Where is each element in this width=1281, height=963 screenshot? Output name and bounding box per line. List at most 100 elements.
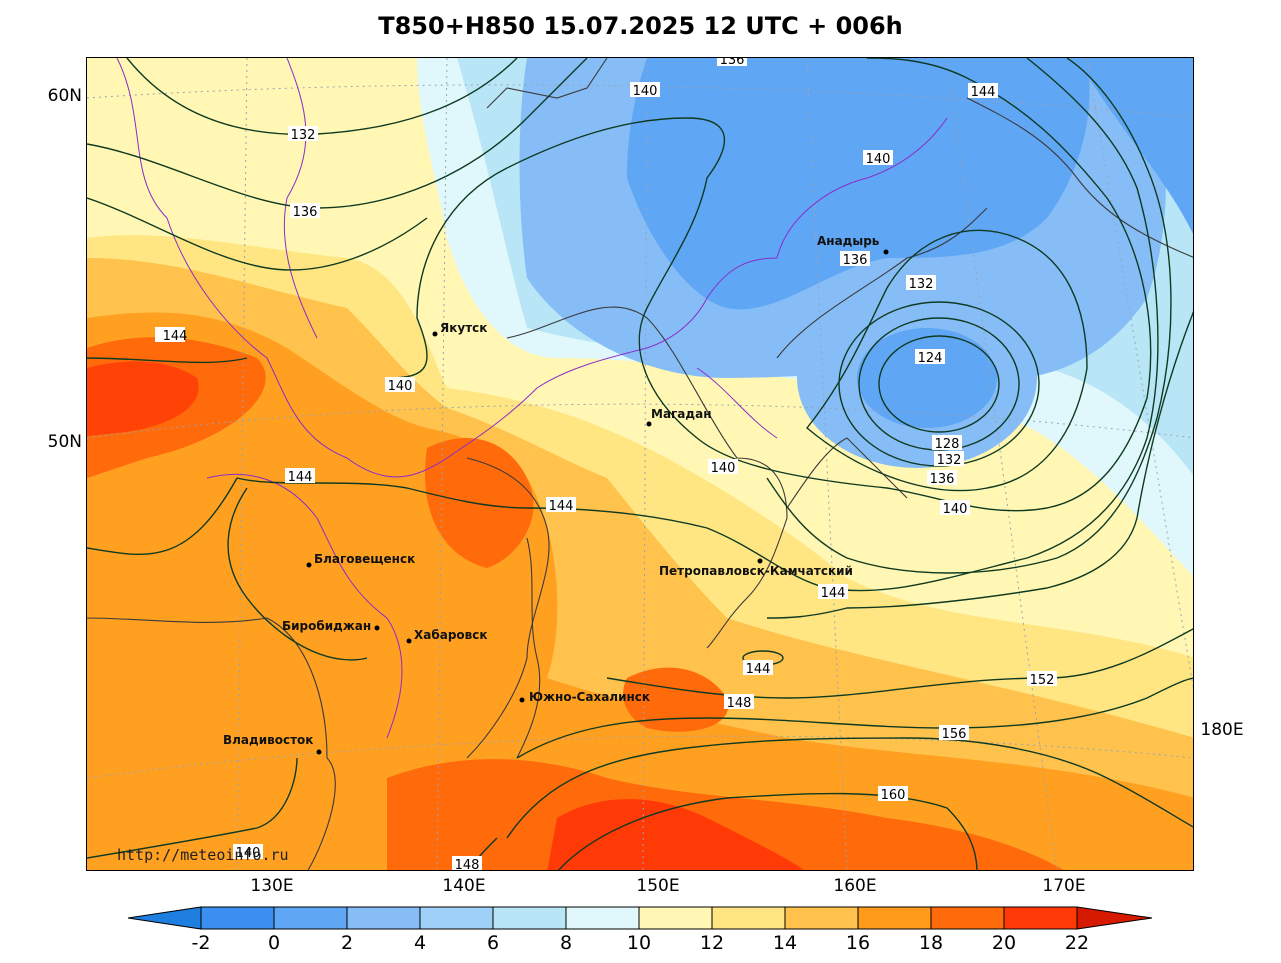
isoline-label: 140	[233, 844, 263, 861]
coastlines	[87, 58, 1193, 870]
city-birobidzhan: Биробиджан	[282, 619, 380, 633]
svg-text:144: 144	[549, 499, 574, 514]
svg-text:132: 132	[291, 128, 316, 143]
city-magadan: Магадан	[646, 407, 712, 427]
isoline-labels: 136 140 144 132 136 140 144 140 136 132 …	[155, 58, 1057, 871]
svg-text:Южно-Сахалинск: Южно-Сахалинск	[529, 690, 650, 704]
svg-text:140: 140	[236, 846, 261, 861]
colorbar-segment	[784, 906, 859, 930]
map-canvas: 136 140 144 132 136 140 144 140 136 132 …	[87, 58, 1193, 871]
cities: Якутск Магадан Анадырь Петропавловск-Кам…	[223, 234, 889, 755]
isoline-label: 132	[906, 275, 936, 292]
colorbar-tick: 22	[1065, 932, 1089, 954]
isoline-label: 140	[385, 377, 415, 394]
svg-text:144: 144	[821, 586, 846, 601]
isoline-label: 132	[288, 126, 318, 143]
colorbar-tick: 12	[700, 932, 724, 954]
colorbar-tick: 16	[846, 932, 870, 954]
city-khabarovsk: Хабаровск	[406, 628, 488, 644]
svg-text:136: 136	[843, 253, 868, 268]
colorbar-tick: 2	[341, 932, 353, 954]
colorbar-segment	[638, 906, 713, 930]
isoline-label: 156	[939, 725, 969, 742]
lon-label-180e: 180E	[1200, 720, 1244, 740]
colorbar-tick: 14	[773, 932, 797, 954]
isoline-label: 132	[934, 451, 964, 468]
isoline-label: 144	[155, 327, 187, 344]
isoline-label: 160	[878, 786, 908, 803]
colorbar-segment	[1003, 906, 1078, 930]
svg-text:Якутск: Якутск	[440, 321, 487, 335]
isoline-label: 136	[927, 470, 957, 487]
svg-text:Магадан: Магадан	[651, 407, 712, 421]
colorbar-tick: 20	[992, 932, 1016, 954]
colorbar: -2 0 2 4 6 8 10 12 14 16 18 20 22	[127, 906, 1153, 954]
watermark: http://meteoinfo.ru	[117, 846, 289, 864]
svg-text:136: 136	[293, 205, 318, 220]
svg-text:136: 136	[930, 472, 955, 487]
colorbar-segment	[200, 906, 275, 930]
svg-text:144: 144	[288, 470, 313, 485]
svg-text:156: 156	[942, 727, 967, 742]
svg-text:Петропавловск-Камчатский: Петропавловск-Камчатский	[659, 564, 853, 578]
svg-text:Анадырь: Анадырь	[817, 234, 880, 248]
colorbar-arrow-left	[127, 906, 202, 930]
isoline-label: 140	[630, 82, 660, 99]
region-borders	[116, 58, 948, 739]
lat-label-50n: 50N	[47, 432, 82, 452]
isoline-label: 144	[743, 660, 773, 677]
colorbar-segment	[419, 906, 494, 930]
isoline-label: 136	[840, 251, 870, 268]
isoline-label: 148	[452, 856, 482, 871]
lon-label-140e: 140E	[442, 876, 486, 896]
colorbar-segment	[565, 906, 640, 930]
city-petropavlovsk: Петропавловск-Камчатский	[659, 558, 853, 578]
svg-text:140: 140	[866, 152, 891, 167]
graticule	[87, 58, 1193, 870]
svg-text:132: 132	[937, 453, 962, 468]
svg-text:144: 144	[163, 329, 188, 344]
colorbar-segment	[346, 906, 421, 930]
isoline-label: 136	[717, 58, 747, 68]
isoline-label: 144	[818, 584, 848, 601]
svg-text:152: 152	[1030, 673, 1055, 688]
svg-text:144: 144	[971, 85, 996, 100]
colorbar-segment	[492, 906, 567, 930]
colorbar-tick: 0	[268, 932, 280, 954]
lon-label-130e: 130E	[250, 876, 294, 896]
svg-text:136: 136	[720, 58, 745, 68]
colorbar-segment	[930, 906, 1005, 930]
isoline-label: 144	[546, 497, 576, 514]
svg-text:132: 132	[909, 277, 934, 292]
city-vladivostok: Владивосток	[223, 733, 322, 755]
city-blagoveshchensk: Благовещенск	[306, 552, 415, 568]
isoline-label: 144	[285, 468, 315, 485]
svg-text:140: 140	[388, 379, 413, 394]
lon-label-160e: 160E	[833, 876, 877, 896]
isoline-label: 128	[932, 435, 962, 452]
isoline-label: 144	[968, 83, 998, 100]
svg-text:148: 148	[455, 858, 480, 871]
svg-text:148: 148	[727, 696, 752, 711]
svg-text:128: 128	[935, 437, 960, 452]
svg-text:Биробиджан: Биробиджан	[282, 619, 371, 633]
svg-text:Благовещенск: Благовещенск	[314, 552, 415, 566]
colorbar-segment	[711, 906, 786, 930]
svg-text:160: 160	[881, 788, 906, 803]
colorbar-segment	[273, 906, 348, 930]
city-yuzhno-sakhalinsk: Южно-Сахалинск	[519, 690, 650, 704]
colorbar-tick: 6	[487, 932, 499, 954]
svg-text:140: 140	[711, 461, 736, 476]
colorbar-tick: 8	[560, 932, 572, 954]
svg-text:144: 144	[746, 662, 771, 677]
colorbar-tick: 4	[414, 932, 426, 954]
colorbar-tick: 18	[919, 932, 943, 954]
svg-text:Владивосток: Владивосток	[223, 733, 313, 747]
colorbar-segment	[857, 906, 932, 930]
svg-text:140: 140	[943, 502, 968, 517]
weather-map: 136 140 144 132 136 140 144 140 136 132 …	[86, 57, 1194, 871]
isoline-label: 136	[290, 203, 320, 220]
city-anadyr: Анадырь	[817, 234, 889, 255]
lon-label-150e: 150E	[636, 876, 680, 896]
colorbar-arrow-right	[1076, 906, 1153, 930]
